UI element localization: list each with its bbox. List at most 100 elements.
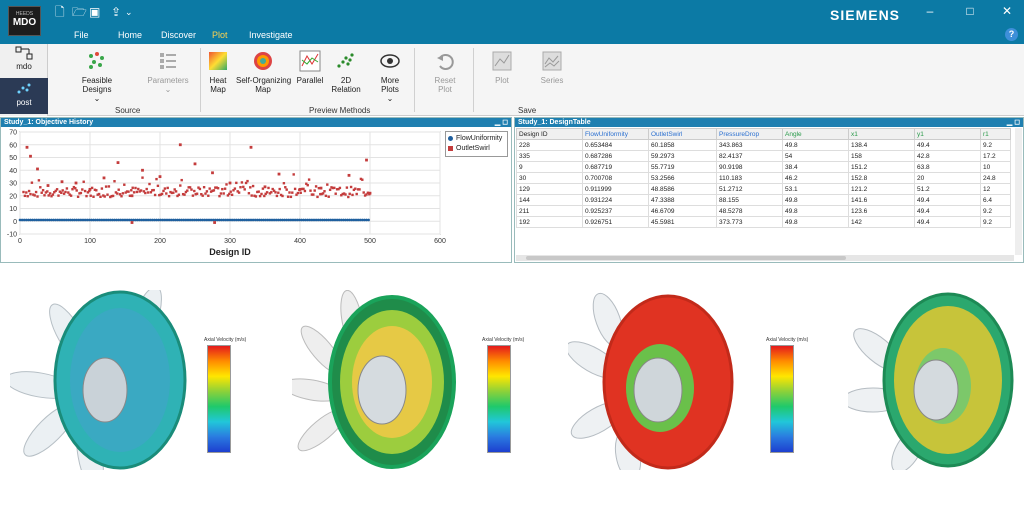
table-cell: 20: [914, 172, 981, 184]
2d-relation-button[interactable]: 2D Relation: [331, 50, 361, 94]
data-point: [348, 192, 351, 196]
data-point: [224, 218, 228, 222]
column-header[interactable]: y1: [914, 128, 981, 140]
data-point: [305, 182, 308, 185]
data-point: [142, 190, 146, 193]
data-point: [356, 218, 360, 222]
data-point: [365, 218, 368, 222]
x-tick-label: 400: [294, 238, 306, 245]
data-point: [115, 218, 118, 222]
table-row[interactable]: 192 0.926751 45.5981 373.773 49.8 142 49.4 9.2: [516, 216, 1011, 228]
panel-controls[interactable]: ▁ ◻: [494, 119, 508, 126]
column-header[interactable]: x1: [848, 128, 915, 140]
data-point: [190, 218, 194, 222]
data-point: [326, 183, 329, 186]
data-point: [324, 194, 328, 198]
menu-home[interactable]: Home: [118, 30, 143, 40]
data-point: [262, 218, 265, 222]
column-header[interactable]: Angle: [782, 128, 849, 140]
save-icon[interactable]: ▣: [89, 5, 101, 19]
self-organizing-map-button[interactable]: Self-Organizing Map: [236, 50, 291, 94]
data-point: [368, 191, 372, 195]
column-header[interactable]: OutletSwirl: [648, 128, 717, 140]
table-cell: 48.8586: [648, 183, 717, 195]
2d-relation-label: 2D Relation: [331, 76, 361, 94]
data-point: [268, 192, 272, 195]
legend-item: FlowUniformity: [448, 134, 505, 144]
table-row[interactable]: 144 0.931224 47.3388 88.155 49.8 141.6 49.4 6.4: [516, 194, 1011, 206]
menu-file[interactable]: File: [74, 30, 89, 40]
data-point: [197, 186, 200, 189]
data-point: [114, 191, 118, 194]
menu-plot[interactable]: Plot: [212, 30, 228, 40]
data-point: [220, 218, 223, 222]
data-point: [57, 194, 60, 197]
data-point: [77, 218, 81, 222]
data-point: [350, 218, 354, 222]
menu-investigate[interactable]: Investigate: [249, 30, 293, 40]
data-point: [349, 185, 353, 189]
save-plot-button[interactable]: Plot: [488, 50, 516, 85]
data-point: [308, 218, 312, 222]
data-point: [94, 218, 97, 222]
table-row[interactable]: 228 0.653484 60.1858 343.863 49.8 138.4 49.4 9.…: [516, 139, 1011, 151]
menu-discover[interactable]: Discover: [161, 30, 197, 40]
data-point: [165, 218, 169, 222]
feasible-designs-button[interactable]: Feasible Designs ⌄: [78, 50, 116, 103]
open-folder-icon[interactable]: 🗁: [72, 5, 87, 19]
save-series-button[interactable]: Series: [537, 50, 567, 85]
new-file-icon[interactable]: 🗋: [55, 5, 65, 19]
table-cell: 90.9198: [716, 161, 783, 173]
table-row[interactable]: 9 0.687719 55.7719 90.9198 38.4 151.2 63.8 10: [516, 161, 1011, 173]
data-point: [247, 192, 251, 195]
colorbar: [487, 345, 511, 453]
nav-mdo[interactable]: mdo: [0, 46, 48, 76]
vertical-scrollbar[interactable]: [1015, 128, 1022, 255]
more-plots-button[interactable]: More Plots ⌄: [375, 50, 405, 103]
data-point: [226, 194, 230, 197]
table-row[interactable]: 211 0.925237 46.6709 48.5278 49.8 123.6 49.4 9.…: [516, 205, 1011, 217]
column-header[interactable]: Design ID: [516, 128, 583, 140]
data-point: [333, 218, 337, 222]
heat-map-button[interactable]: Heat Map: [203, 50, 233, 94]
table-row[interactable]: 30 0.700708 53.2566 110.183 46.2 152.8 20 24.8: [516, 172, 1011, 184]
table-cell: 142: [848, 216, 915, 228]
scrollbar-thumb[interactable]: [526, 256, 846, 260]
column-header[interactable]: FlowUniformity: [582, 128, 649, 140]
data-point: [148, 182, 151, 186]
table-row[interactable]: 129 0.911999 48.8586 51.2712 53.1 121.2 51.2 12: [516, 183, 1011, 195]
design-table[interactable]: Design ID FlowUniformity OutletSwirl Pressu…: [516, 128, 1011, 228]
data-point: [27, 218, 30, 222]
parameters-button[interactable]: Parameters ⌄: [146, 50, 190, 94]
column-header[interactable]: PressureDrop: [716, 128, 783, 140]
nav-post[interactable]: post: [0, 78, 48, 114]
data-point: [158, 193, 161, 197]
data-point: [142, 218, 146, 222]
chevron-down-icon[interactable]: ⌄: [125, 7, 133, 17]
data-point: [209, 218, 213, 222]
data-point: [128, 194, 132, 197]
data-point: [109, 218, 112, 222]
horizontal-scrollbar[interactable]: [516, 255, 1014, 261]
data-point: [121, 218, 125, 222]
reset-plot-button[interactable]: Reset Plot: [430, 50, 460, 94]
data-point: [64, 218, 68, 222]
close-icon[interactable]: ✕: [1001, 4, 1013, 18]
column-header[interactable]: r1: [980, 128, 1011, 140]
help-icon[interactable]: ?: [1005, 28, 1018, 41]
export-icon[interactable]: ⇪: [111, 5, 122, 19]
data-point: [216, 187, 220, 190]
minimize-icon[interactable]: –: [926, 4, 934, 18]
maximize-icon[interactable]: □: [966, 4, 974, 18]
data-point: [172, 191, 175, 194]
data-point: [198, 187, 202, 191]
data-point: [300, 187, 304, 191]
data-point: [352, 188, 356, 192]
data-point: [239, 186, 242, 189]
data-point: [345, 186, 349, 189]
panel-controls[interactable]: ▁ ◻: [1006, 119, 1020, 126]
parallel-button[interactable]: Parallel: [295, 50, 325, 85]
table-row[interactable]: 335 0.687286 59.2973 82.4137 54 158 42.8 17.2: [516, 150, 1011, 162]
data-point: [253, 218, 257, 222]
